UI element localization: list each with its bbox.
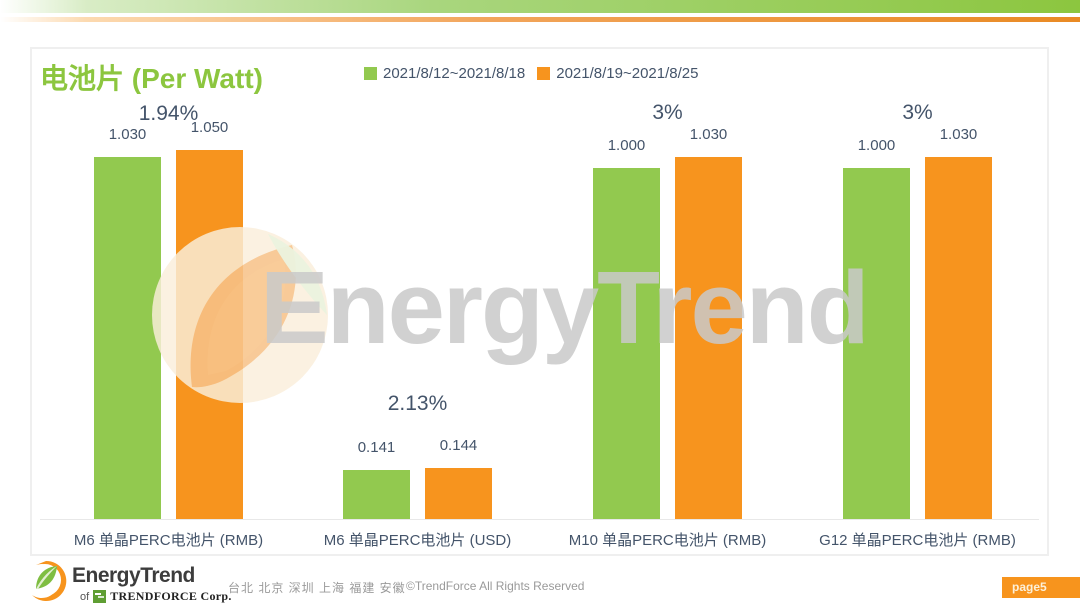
value-label: 1.030: [689, 126, 728, 143]
change-label: 3%: [902, 101, 933, 124]
bar-series1-group3: [593, 168, 660, 519]
bar-series1-group4: [843, 168, 910, 519]
category-label: G12 单晶PERC电池片 (RMB): [819, 532, 1016, 549]
energytrend-wordmark: EnergyTrend: [72, 564, 195, 587]
energytrend-logo-icon: [24, 559, 68, 608]
value-label: 0.141: [357, 439, 396, 456]
of-label: of: [80, 590, 90, 603]
value-label: 1.030: [939, 126, 978, 143]
change-label: 1.94%: [138, 102, 199, 125]
watermark-text: EnergyTrend: [260, 250, 870, 365]
x-axis-baseline: [40, 519, 1039, 520]
copyright-text: ©TrendForce All Rights Reserved: [406, 579, 585, 593]
bar-series2-group4: [925, 157, 992, 519]
trendforce-icon: [93, 590, 107, 603]
legend-swatch-orange-icon: [537, 67, 551, 80]
top-green-band: [0, 0, 1080, 13]
trendforce-corp-label: TRENDFORCE Corp.: [110, 589, 232, 603]
page-number-badge: page5: [1002, 577, 1080, 598]
top-orange-band: [0, 17, 1080, 22]
change-label: 2.13%: [387, 392, 448, 415]
watermark-leaf-icon: [150, 225, 330, 410]
change-label: 3%: [652, 101, 683, 124]
value-label: 1.000: [607, 137, 646, 154]
value-label: 1.000: [857, 137, 896, 154]
value-label: 1.030: [108, 126, 147, 143]
bar-series2-group3: [675, 157, 742, 519]
value-label: 1.050: [190, 119, 229, 136]
footer: EnergyTrend of TRENDFORCE Corp. 台北 北京 深圳…: [0, 556, 1080, 608]
value-label: 0.144: [439, 437, 478, 454]
chart-title: 电池片 (Per Watt): [40, 63, 263, 94]
chart-card: 电池片 (Per Watt) 2021/8/12~2021/8/18 2021/…: [30, 47, 1049, 556]
legend-label-week2: 2021/8/19~2021/8/25: [556, 65, 699, 82]
chart-legend: 2021/8/12~2021/8/18 2021/8/19~2021/8/25: [364, 65, 698, 82]
category-label: M6 单晶PERC电池片 (RMB): [73, 532, 264, 549]
category-label: M10 单晶PERC电池片 (RMB): [568, 532, 767, 549]
plot-area: 1.030 1.050 1.94% M6 单晶PERC电池片 (RMB) 0.141 0.…: [32, 49, 1047, 554]
legend-label-week1: 2021/8/12~2021/8/18: [383, 65, 526, 82]
trendforce-corp-line: of TRENDFORCE Corp.: [80, 589, 232, 604]
bar-series1-group1: [94, 157, 161, 519]
office-locations: 台北 北京 深圳 上海 福建 安徽: [228, 581, 406, 595]
bar-series2-group2: [425, 468, 492, 519]
bar-series1-group2: [343, 470, 410, 519]
legend-item-week2: 2021/8/19~2021/8/25: [537, 65, 698, 82]
legend-swatch-green-icon: [364, 67, 377, 80]
category-label: M6 单晶PERC电池片 (USD): [323, 532, 512, 549]
legend-item-week1: 2021/8/12~2021/8/18: [364, 65, 525, 82]
